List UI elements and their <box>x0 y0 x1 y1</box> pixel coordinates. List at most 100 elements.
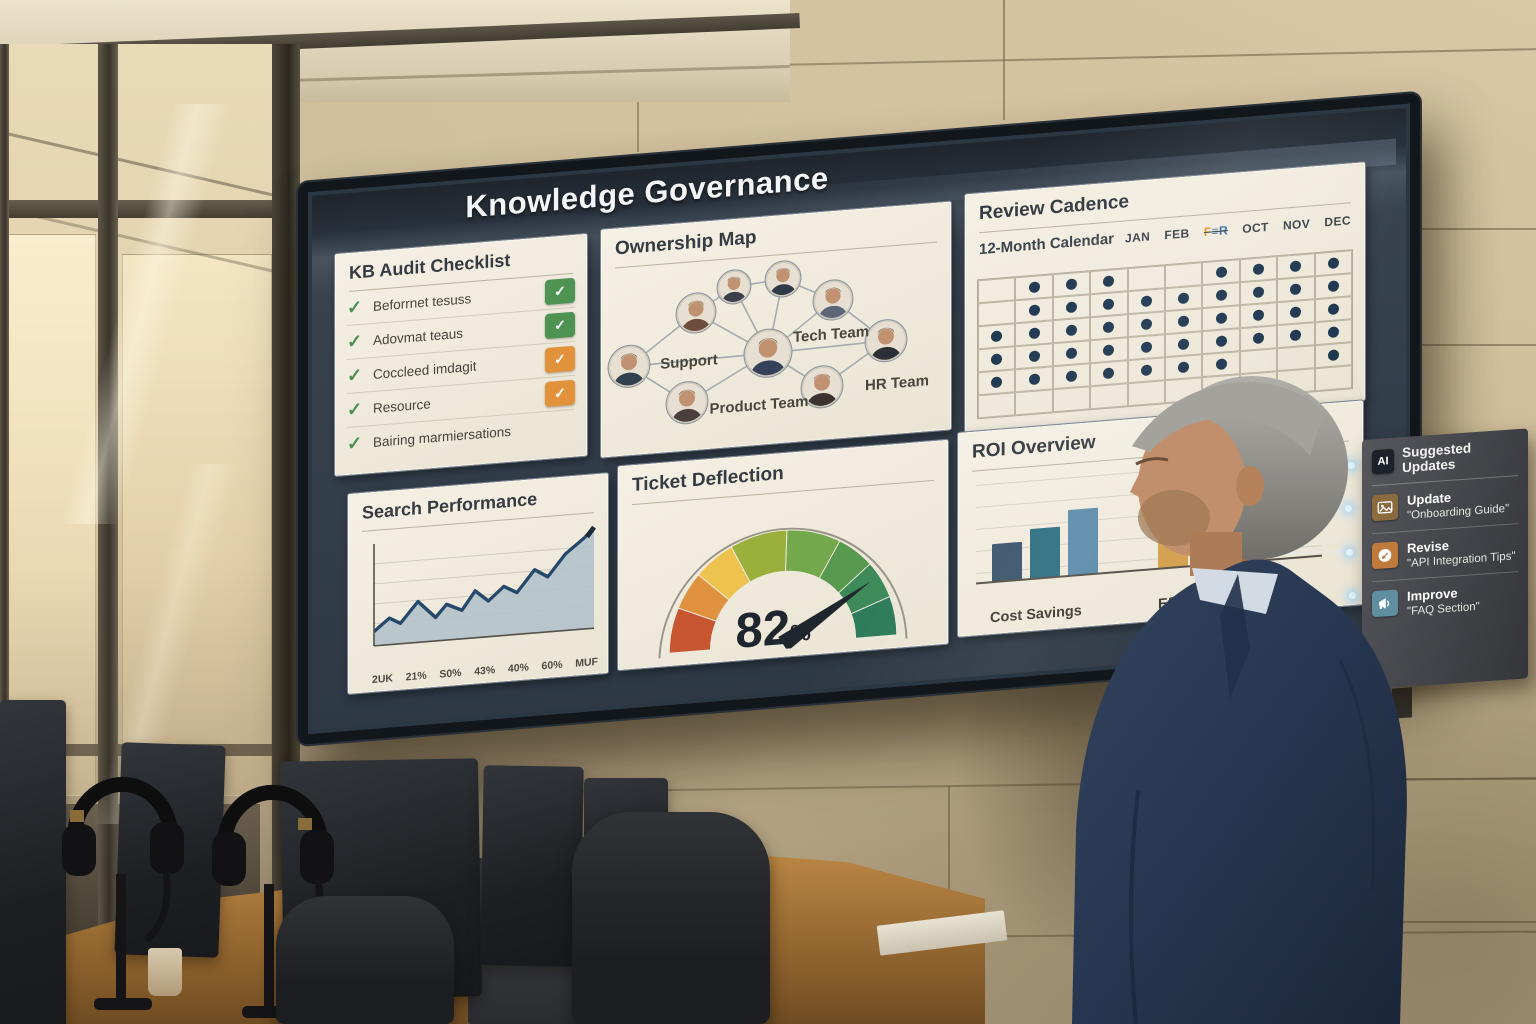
roi-bar <box>1068 507 1098 576</box>
calendar-cell <box>1239 256 1278 283</box>
suggested-update-item[interactable]: Improve "FAQ Section" <box>1372 572 1518 629</box>
month-label: F≡R <box>1203 223 1229 240</box>
person-viewing-board <box>1072 376 1407 1024</box>
calendar-cell <box>1202 282 1240 309</box>
panel-ownership-map[interactable]: Ownership Map Support Tech Team Product Te… <box>600 200 952 459</box>
glow-dot <box>1345 505 1352 512</box>
suggested-update-item[interactable]: Revise "API Integration Tips" <box>1372 524 1518 583</box>
suggested-updates-list: Update "Onboarding Guide" Revise "API Integ… <box>1372 476 1518 629</box>
panel-ticket-deflection[interactable]: Ticket Deflection 82% <box>617 438 949 672</box>
calendar-dot <box>1103 275 1115 288</box>
wall-seam <box>1400 228 1536 230</box>
checkmark-icon: ✓ <box>347 330 363 353</box>
calendar-cell <box>1090 314 1128 341</box>
calendar-dot <box>1140 341 1152 354</box>
person-head <box>1130 376 1348 576</box>
calendar-cell <box>978 369 1016 396</box>
x-axis-tick-label: 40% <box>507 661 529 676</box>
calendar-dot <box>1290 329 1302 342</box>
calendar-subtitle: 12-Month Calendar <box>979 230 1115 259</box>
calendar-cell <box>1202 259 1240 286</box>
coffee-cup <box>148 948 182 996</box>
calendar-cell <box>1127 288 1165 315</box>
month-label: FEB <box>1164 226 1190 243</box>
gauge-value: 82% <box>735 599 811 659</box>
x-axis-tick-label: S0% <box>439 666 462 681</box>
calendar-cell <box>1015 320 1053 347</box>
glass-reflection <box>0 126 307 205</box>
monitor <box>480 765 584 967</box>
calendar-dot <box>1252 263 1264 276</box>
calendar-cell <box>1165 331 1203 358</box>
calendar-dot <box>1028 350 1040 363</box>
calendar-dot <box>1327 257 1339 270</box>
calendar-cell <box>1314 319 1352 346</box>
calendar-cell <box>1090 291 1128 318</box>
calendar-dot <box>1103 321 1115 334</box>
x-axis-tick-label: 2UK <box>372 672 394 687</box>
wall-seam <box>1003 0 1005 120</box>
glow-dot <box>1348 462 1355 469</box>
status-badge: ✓ <box>545 379 575 408</box>
megaphone-icon <box>1372 589 1398 618</box>
calendar-dot <box>1327 326 1339 339</box>
headsets <box>62 776 334 1018</box>
avatar <box>812 279 854 321</box>
calendar-dot <box>1065 301 1077 314</box>
calendar-dot <box>1028 304 1040 317</box>
calendar-dot <box>1103 298 1115 311</box>
status-badge: ✓ <box>545 311 575 340</box>
calendar-cell <box>1090 268 1128 295</box>
calendar-dot <box>1327 280 1339 293</box>
panel-kb-audit-checklist[interactable]: KB Audit Checklist ✓ Beforrnet tesuss ✓ ✓ Ad… <box>334 232 588 478</box>
calendar-cell <box>978 346 1016 373</box>
calendar-cell <box>978 392 1016 419</box>
avatar <box>764 260 802 298</box>
checklist-item-label: Beforrnet tesuss <box>373 291 472 314</box>
wall-seam <box>1400 344 1536 346</box>
wall-seam <box>1350 778 1536 780</box>
calendar-dot <box>1215 312 1227 325</box>
month-label: DEC <box>1324 213 1351 230</box>
calendar-cell <box>1314 296 1352 323</box>
person-torso <box>1072 559 1407 1024</box>
calendar-cell <box>1052 317 1091 344</box>
calendar-dot <box>1215 266 1227 279</box>
glass-mullion <box>0 44 9 1024</box>
calendar-dot <box>1215 335 1227 348</box>
calendar-cell <box>1239 325 1278 352</box>
calendar-cell <box>1015 274 1053 301</box>
calendar-dot <box>991 376 1003 389</box>
suggested-update-item[interactable]: Update "Onboarding Guide" <box>1372 476 1518 535</box>
roi-bar <box>992 541 1022 583</box>
calendar-cell <box>1165 285 1203 312</box>
calendar-dot <box>1140 295 1152 308</box>
calendar-cell <box>1127 265 1165 292</box>
month-label: OCT <box>1242 219 1269 237</box>
x-axis-tick-label: 21% <box>405 669 427 684</box>
pencil-circle-icon <box>1372 541 1398 570</box>
calendar-dot <box>1178 338 1190 351</box>
calendar-cell <box>978 323 1016 350</box>
glass-frame <box>0 200 300 218</box>
status-badge: ✓ <box>545 277 575 306</box>
avatar <box>675 292 717 334</box>
calendar-cell <box>1052 294 1091 321</box>
office-chair <box>572 812 770 1024</box>
calendar-dot <box>1178 292 1190 305</box>
panel-search-performance[interactable]: Search Performance 2UK 21% S0% 43% 40% 60% MUF <box>347 471 609 696</box>
screen-surface: Knowledge Governance KB Audit Checklist … <box>312 107 1406 730</box>
calendar-cell <box>1277 253 1315 280</box>
checklist-item-label: Resource <box>373 396 431 416</box>
team-label: HR Team <box>865 372 929 394</box>
calendar-dot <box>1065 278 1077 291</box>
x-axis-labels: 2UK 21% S0% 43% 40% 60% MUF <box>372 656 598 686</box>
avatar <box>607 344 651 388</box>
status-badge: ✓ <box>545 345 575 374</box>
search-performance-chart <box>372 525 596 647</box>
checkmark-icon: ✓ <box>347 364 363 387</box>
calendar-dot <box>1140 318 1152 331</box>
checkmark-icon: ✓ <box>347 296 363 319</box>
calendar-dot <box>1103 344 1115 357</box>
avatar <box>864 319 908 363</box>
